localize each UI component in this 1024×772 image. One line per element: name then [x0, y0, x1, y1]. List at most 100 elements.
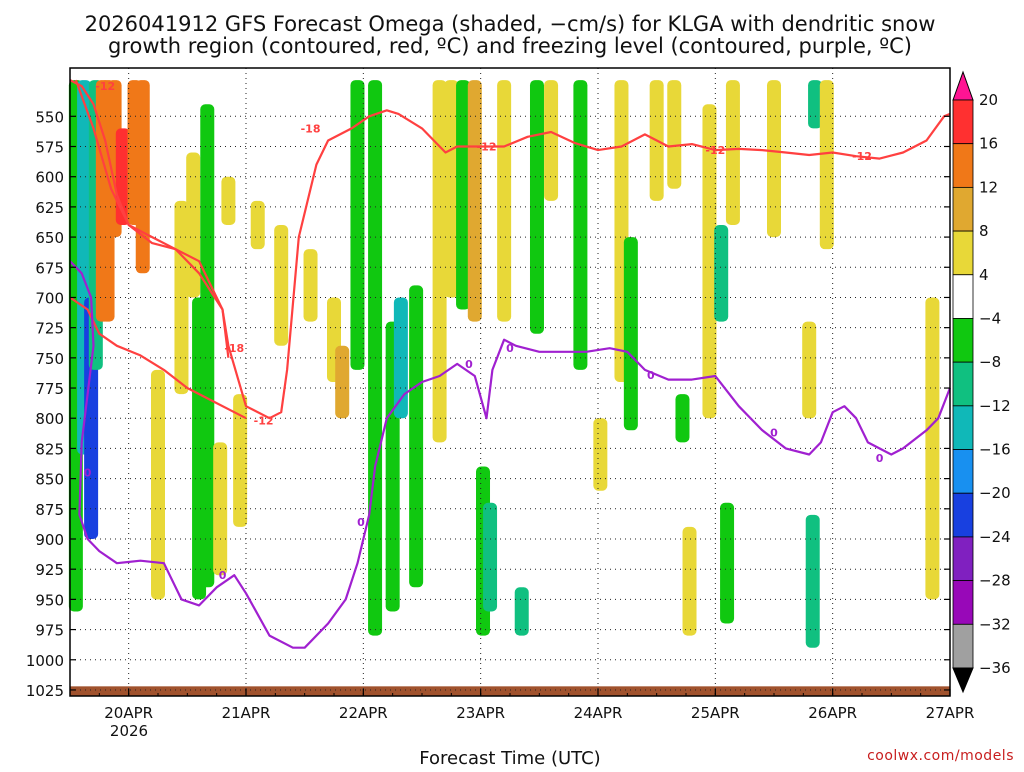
omega-shade-cell	[714, 225, 729, 322]
omega-shade-cell	[409, 285, 424, 588]
gridlines	[70, 68, 951, 696]
omega-shade-cell	[808, 80, 823, 129]
colorbar-label: 20	[979, 91, 998, 109]
colorbar-swatch	[952, 492, 974, 538]
x-tick-label: 22APR	[339, 704, 388, 722]
contour-layer: -12 -18 -12 -12 -12 -18 -12 0 0 0 0 0 0 0 0	[69, 79, 952, 649]
omega-shade-cell	[802, 321, 817, 419]
omega-shading-layer	[68, 80, 940, 648]
y-axis-ticks: 550 575 600 625 650 675 700 725 750 775 800 825 850 8…	[26, 108, 950, 700]
x-tick-label: 20APR	[104, 704, 153, 722]
omega-shade-cell	[444, 80, 459, 298]
omega-shade-cell	[335, 345, 350, 419]
y-tick-label: 750	[35, 350, 64, 368]
contour-label: 0	[465, 358, 473, 371]
omega-shade-cell	[135, 80, 150, 274]
omega-shade-cell	[274, 225, 289, 346]
contour-label: -12	[477, 141, 497, 154]
y-tick-label: 700	[35, 289, 64, 307]
x-tick-label: 24APR	[574, 704, 623, 722]
contour-label: -12	[95, 80, 115, 93]
colorbar-label: −4	[979, 309, 1001, 327]
colorbar-swatch	[952, 274, 974, 319]
omega-shade-cell	[702, 104, 717, 419]
omega-shade-cell	[623, 237, 638, 431]
colorbar-label: −28	[979, 572, 1011, 590]
colorbar-label: −20	[979, 484, 1011, 502]
x-tick-label: 21APR	[222, 704, 271, 722]
omega-shade-cell	[303, 249, 318, 322]
colorbar: 20 16 12 8 4 −4 −8 −12 −16 −20 −24 −28 −32 −36	[952, 70, 1011, 694]
x-axis-ticks: 20APR 21APR 22APR 23APR 24APR 25APR 26APR 27APR	[69, 689, 975, 722]
colorbar-label: −36	[979, 659, 1011, 677]
omega-shade-cell	[573, 80, 588, 370]
omega-shade-cell	[805, 514, 820, 648]
ground-layer	[70, 686, 950, 696]
colorbar-label: −24	[979, 528, 1011, 546]
omega-shade-cell	[514, 587, 529, 636]
y-tick-label: 775	[35, 380, 64, 398]
omega-shade-cell	[675, 394, 690, 443]
-18C-isotherm	[74, 79, 230, 358]
contour-label: 0	[357, 516, 365, 529]
omega-shade-cell	[720, 502, 735, 624]
x-tick-label: 27APR	[926, 704, 975, 722]
y-tick-label: 975	[35, 622, 64, 640]
contour-label: 0	[506, 342, 514, 355]
colorbar-swatch	[952, 99, 974, 145]
colorbar-label: −16	[979, 441, 1011, 459]
omega-shade-cell	[456, 80, 471, 310]
y-tick-label: 550	[35, 108, 64, 126]
omega-shade-cell	[767, 80, 781, 238]
x-tick-label: 25APR	[691, 704, 740, 722]
x-tick-label: 26APR	[808, 704, 857, 722]
colorbar-label: 16	[979, 135, 998, 153]
x-tick-label: 23APR	[456, 704, 505, 722]
colorbar-swatch	[952, 405, 974, 450]
colorbar-label: 4	[979, 266, 989, 284]
omega-shade-cell	[819, 80, 834, 250]
colorbar-swatch	[952, 449, 974, 494]
-12C-isotherm-lower	[69, 296, 247, 420]
y-tick-label: 925	[35, 561, 64, 579]
colorbar-label: 12	[979, 178, 998, 196]
y-tick-label: 650	[35, 229, 64, 247]
colorbar-top-arrow	[952, 70, 974, 101]
omega-shade-cell	[233, 394, 248, 527]
omega-shade-cell	[925, 297, 940, 600]
omega-shade-cell	[725, 80, 740, 225]
colorbar-label: −8	[979, 353, 1001, 371]
omega-shade-cell	[529, 80, 544, 334]
colorbar-swatch	[952, 186, 974, 232]
-12C-isotherm-upper	[69, 79, 951, 420]
omega-shade-cell	[174, 200, 189, 395]
colorbar-swatch	[952, 230, 974, 276]
y-tick-label: 950	[35, 591, 64, 609]
colorbar-swatch	[952, 536, 974, 582]
omega-shade-cell	[544, 80, 559, 201]
colorbar-swatch	[952, 580, 974, 625]
omega-shade-cell	[151, 369, 165, 600]
omega-shade-cell	[497, 80, 512, 322]
year-label: 2026	[110, 722, 148, 740]
y-tick-label: 1000	[26, 652, 64, 670]
contour-label: -18	[224, 342, 244, 355]
y-tick-label: 850	[35, 471, 64, 489]
contour-label: 0	[876, 452, 884, 465]
omega-shade-cell	[593, 418, 608, 491]
colorbar-swatch	[952, 623, 974, 669]
y-tick-label: 675	[35, 259, 64, 277]
contour-label: 0	[770, 427, 778, 440]
chart-title-line2: growth region (contoured, red, ºC) and f…	[108, 34, 912, 58]
omega-shade-cell	[221, 176, 236, 225]
chart-title-line1: 2026041912 GFS Forecast Omega (shaded, −…	[85, 12, 936, 36]
omega-shade-cell	[667, 80, 682, 189]
contour-label: -12	[852, 150, 872, 163]
colorbar-swatch	[952, 318, 974, 363]
colorbar-bottom-arrow	[952, 667, 974, 694]
contour-label: -12	[705, 144, 725, 157]
colorbar-label: −32	[979, 615, 1011, 633]
y-tick-label: 800	[35, 410, 64, 428]
contour-label: 0	[647, 369, 655, 382]
